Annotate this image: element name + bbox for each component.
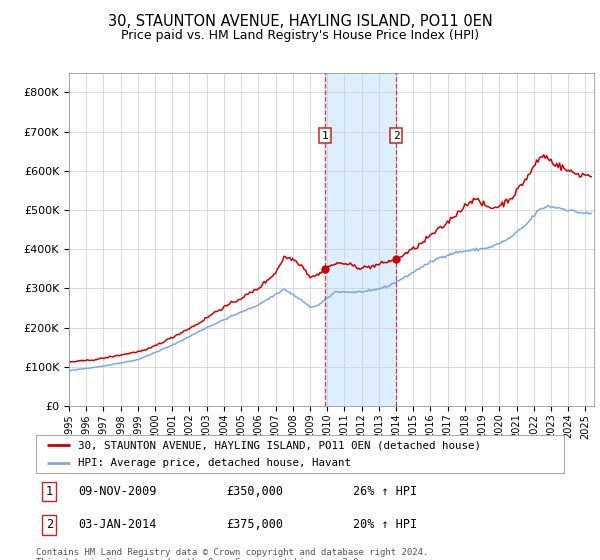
Text: 03-JAN-2014: 03-JAN-2014 [78,519,157,531]
Text: £350,000: £350,000 [226,485,283,498]
Text: Contains HM Land Registry data © Crown copyright and database right 2024.
This d: Contains HM Land Registry data © Crown c… [36,548,428,560]
Text: 26% ↑ HPI: 26% ↑ HPI [353,485,417,498]
Text: 2: 2 [46,519,53,531]
Text: Price paid vs. HM Land Registry's House Price Index (HPI): Price paid vs. HM Land Registry's House … [121,29,479,42]
Text: 1: 1 [322,130,328,141]
Text: 30, STAUNTON AVENUE, HAYLING ISLAND, PO11 0EN: 30, STAUNTON AVENUE, HAYLING ISLAND, PO1… [107,14,493,29]
Bar [325,73,396,406]
Text: 2: 2 [393,130,400,141]
Text: 30, STAUNTON AVENUE, HAYLING ISLAND, PO11 0EN (detached house): 30, STAUNTON AVENUE, HAYLING ISLAND, PO1… [78,440,481,450]
Text: 20% ↑ HPI: 20% ↑ HPI [353,519,417,531]
Text: HPI: Average price, detached house, Havant: HPI: Average price, detached house, Hava… [78,458,351,468]
Text: 1: 1 [46,485,53,498]
Text: £375,000: £375,000 [226,519,283,531]
Text: 09-NOV-2009: 09-NOV-2009 [78,485,157,498]
